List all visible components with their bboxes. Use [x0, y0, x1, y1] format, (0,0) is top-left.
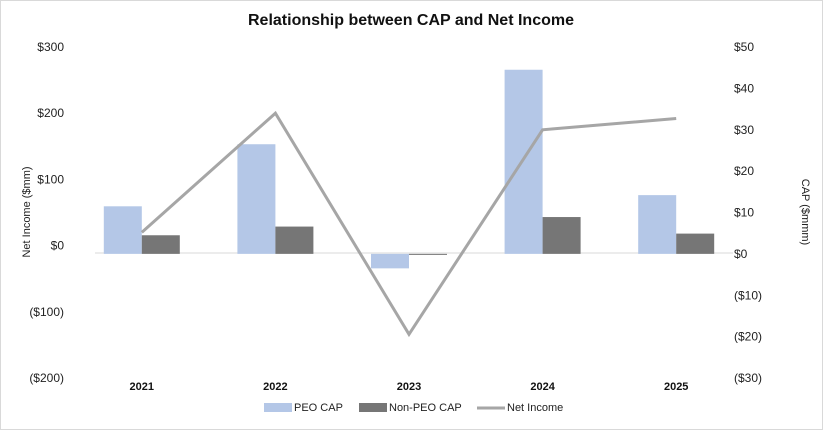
- bar-non-peo-cap-2025: [676, 233, 715, 254]
- x-category-label: 2025: [664, 381, 688, 393]
- bar-non-peo-cap-2024: [542, 217, 581, 254]
- bar-non-peo-cap-2022: [275, 226, 314, 254]
- y-right-tick-label: ($20): [734, 330, 762, 344]
- y-right-tick-label: $50: [734, 40, 754, 54]
- y-left-tick-label: $0: [51, 239, 65, 253]
- y-left-tick-label: ($200): [29, 371, 64, 385]
- y-right-tick-label: $20: [734, 164, 754, 178]
- y-left-axis-title: Net Income ($mm): [21, 166, 33, 257]
- y-left-tick-label: $200: [37, 106, 64, 120]
- legend-swatch-non-peo-cap: [359, 403, 387, 412]
- y-right-tick-label: $10: [734, 206, 754, 220]
- y-left-tick-label: $100: [37, 172, 64, 186]
- y-right-tick-label: ($10): [734, 288, 762, 302]
- bar-peo-cap-2023: [371, 253, 409, 269]
- y-right-tick-label: $0: [734, 247, 748, 261]
- y-left-tick-label: $300: [37, 40, 64, 54]
- y-right-tick-label: ($30): [734, 371, 762, 385]
- bar-peo-cap-2025: [638, 195, 677, 254]
- bar-non-peo-cap-2023: [409, 253, 447, 255]
- y-left-tick-label: ($100): [29, 305, 64, 319]
- legend-label-peo-cap: PEO CAP: [294, 402, 343, 414]
- chart-title: Relationship between CAP and Net Income: [248, 12, 574, 29]
- y-right-tick-label: $30: [734, 123, 754, 137]
- x-category-label: 2024: [530, 381, 555, 393]
- line-net-income: [140, 110, 677, 338]
- bar-peo-cap-2024: [504, 69, 543, 254]
- legend-label-non-peo-cap: Non-PEO CAP: [389, 402, 462, 414]
- legend-label-net-income: Net Income: [507, 402, 563, 414]
- bar-non-peo-cap-2021: [141, 235, 180, 254]
- legend-swatch-peo-cap: [264, 403, 292, 412]
- bar-peo-cap-2022: [237, 144, 276, 254]
- bar-peo-cap-2021: [103, 206, 142, 254]
- y-right-axis-title: CAP ($mmm): [799, 179, 811, 245]
- x-category-label: 2023: [397, 381, 421, 393]
- x-category-label: 2022: [263, 381, 287, 393]
- x-category-label: 2021: [130, 381, 154, 393]
- y-right-tick-label: $40: [734, 81, 754, 95]
